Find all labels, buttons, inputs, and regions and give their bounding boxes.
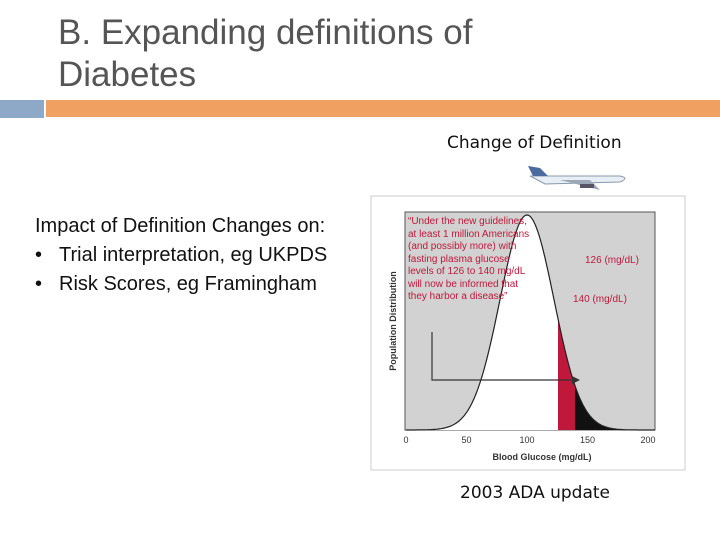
subtitle: Change of Definition: [447, 133, 622, 153]
curve-outline: [406, 214, 655, 431]
x-tick-label: 100: [519, 435, 534, 445]
distribution-curve: [406, 214, 655, 431]
caption: 2003 ADA update: [460, 483, 611, 503]
x-tick-label: 200: [640, 435, 655, 445]
curve-black: [575, 385, 655, 430]
quote: “Under the new guidelines, at least 1 mi…: [408, 216, 530, 302]
x-tick-label: 50: [461, 435, 471, 445]
accent-block: [0, 100, 44, 118]
slide-title: B. Expanding definitions of Diabetes: [58, 12, 578, 96]
body-text: Impact of Definition Changes on: Trial i…: [35, 212, 365, 299]
title-text: Expanding definitions of Diabetes: [58, 13, 473, 94]
accent-bar: [46, 100, 720, 117]
curve-normal: [406, 215, 558, 430]
curve-red: [558, 318, 575, 430]
x-axis-label: Blood Glucose (mg/dL): [493, 452, 592, 462]
arrow: [431, 332, 572, 381]
arrow-head: [572, 376, 580, 384]
x-tick-label: 0: [403, 435, 408, 445]
x-tick-label: 150: [580, 435, 595, 445]
airplane: [528, 166, 626, 190]
label-140: 140 (mg/dL): [573, 294, 627, 305]
label-126: 126 (mg/dL): [585, 255, 639, 266]
bullet: Trial interpretation, eg UKPDS: [35, 241, 365, 270]
bullet-list: Trial interpretation, eg UKPDS Risk Scor…: [35, 241, 365, 299]
title-prefix: B.: [58, 13, 92, 52]
bullet: Risk Scores, eg Framingham: [35, 270, 365, 299]
x-ticks: 0 50 100 150 200: [403, 435, 655, 445]
quote-box: “Under the new guidelines, at least 1 mi…: [408, 216, 530, 302]
y-axis-label: Population Distribution: [388, 271, 398, 371]
heading: Impact of Definition Changes on:: [35, 215, 326, 237]
